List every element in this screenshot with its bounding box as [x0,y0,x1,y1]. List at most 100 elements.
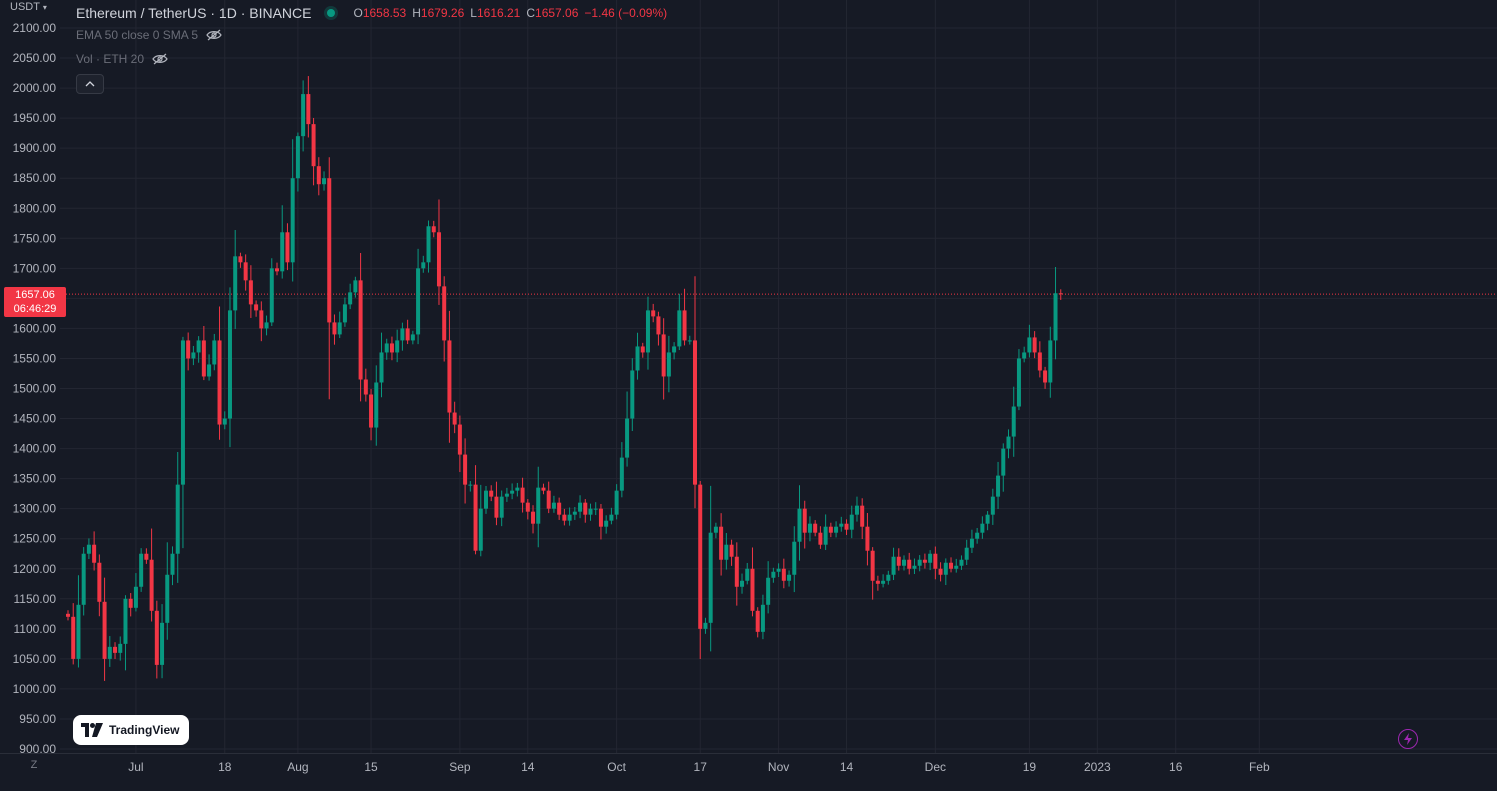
candle[interactable] [400,322,405,351]
candle[interactable] [525,499,530,520]
candle[interactable] [760,594,765,640]
candle[interactable] [546,481,551,514]
candle[interactable] [165,542,170,640]
candle[interactable] [985,511,990,531]
candle[interactable] [583,499,588,523]
candle[interactable] [682,288,687,346]
candle[interactable] [201,326,206,381]
candle[interactable] [640,342,645,358]
candle[interactable] [92,531,97,571]
candle[interactable] [71,603,76,665]
candle[interactable] [123,595,128,671]
candle[interactable] [405,319,410,345]
candle[interactable] [212,333,217,371]
candle[interactable] [870,547,875,600]
candle[interactable] [745,562,750,585]
candle[interactable] [306,76,311,138]
candle[interactable] [180,336,185,549]
candle[interactable] [980,516,985,539]
candle[interactable] [630,358,635,432]
candle[interactable] [807,516,812,542]
price-axis[interactable]: 2100.00 2050.00 2000.00 1950.00 1900.00 1850.… [13,21,57,756]
candle[interactable] [358,252,363,402]
candle[interactable] [452,401,457,434]
candle[interactable] [734,542,739,606]
candle[interactable] [144,548,149,564]
candle[interactable] [834,521,839,538]
candle[interactable] [598,503,603,540]
candle[interactable] [494,481,499,526]
candle[interactable] [708,485,713,652]
candle[interactable] [792,526,797,593]
candle[interactable] [672,342,677,360]
candle[interactable] [154,600,159,679]
candle[interactable] [1011,386,1016,457]
candle[interactable] [275,262,279,276]
lightning-icon[interactable] [1398,729,1418,749]
candle[interactable] [719,513,724,576]
candle[interactable] [520,477,525,513]
candle[interactable] [572,506,577,520]
candle[interactable] [645,296,650,370]
candle[interactable] [656,311,661,346]
candle[interactable] [436,199,441,305]
candle[interactable] [327,157,332,400]
candle[interactable] [625,391,630,467]
candle[interactable] [295,132,300,192]
candle[interactable] [828,522,833,538]
candle[interactable] [954,558,959,573]
candle[interactable] [661,318,666,400]
candle[interactable] [332,314,337,345]
candle[interactable] [703,617,708,634]
candle[interactable] [865,512,870,566]
candle[interactable] [254,300,259,317]
candle[interactable] [781,558,786,589]
candle[interactable] [316,157,321,196]
candle[interactable] [557,497,562,520]
candle[interactable] [938,562,943,582]
candle[interactable] [551,495,556,513]
candle[interactable] [311,118,316,186]
candle[interactable] [776,563,781,578]
candle[interactable] [536,466,541,548]
candle[interactable] [949,557,954,573]
candle[interactable] [614,484,619,520]
candle[interactable] [426,220,431,273]
candle[interactable] [943,558,948,586]
candle[interactable] [113,642,118,659]
candle[interactable] [771,567,776,583]
candle[interactable] [233,230,238,329]
candle[interactable] [593,502,598,516]
candle[interactable] [510,483,515,500]
candle[interactable] [81,547,86,616]
candle[interactable] [473,465,478,555]
candle[interactable] [149,528,154,622]
candle[interactable] [886,570,891,585]
candle[interactable] [562,508,567,526]
candle[interactable] [875,575,880,591]
candle[interactable] [787,570,792,587]
candle[interactable] [651,303,656,323]
candle[interactable] [969,529,974,553]
candle[interactable] [353,276,358,298]
candle[interactable] [917,555,922,572]
candle[interactable] [139,548,144,592]
indicator-ema[interactable]: EMA 50 close 0 SMA 5 [76,27,222,43]
candle[interactable] [337,311,342,339]
candle[interactable] [238,252,243,268]
candle[interactable] [442,276,447,362]
candle[interactable] [604,515,609,534]
candle[interactable] [823,514,828,550]
candle[interactable] [207,354,212,381]
candle[interactable] [128,593,133,617]
candle[interactable] [635,332,640,380]
candle[interactable] [389,336,394,361]
eye-off-icon[interactable] [206,29,222,41]
candle[interactable] [248,265,253,318]
candle[interactable] [750,547,755,617]
candle[interactable] [1043,366,1048,389]
candle[interactable] [384,338,389,360]
candle[interactable] [160,604,165,679]
time-axis[interactable]: Jul 18 Aug 15 Sep 14 Oct 17 Nov 14 Dec 19 2023 16 Feb [128,760,1270,774]
